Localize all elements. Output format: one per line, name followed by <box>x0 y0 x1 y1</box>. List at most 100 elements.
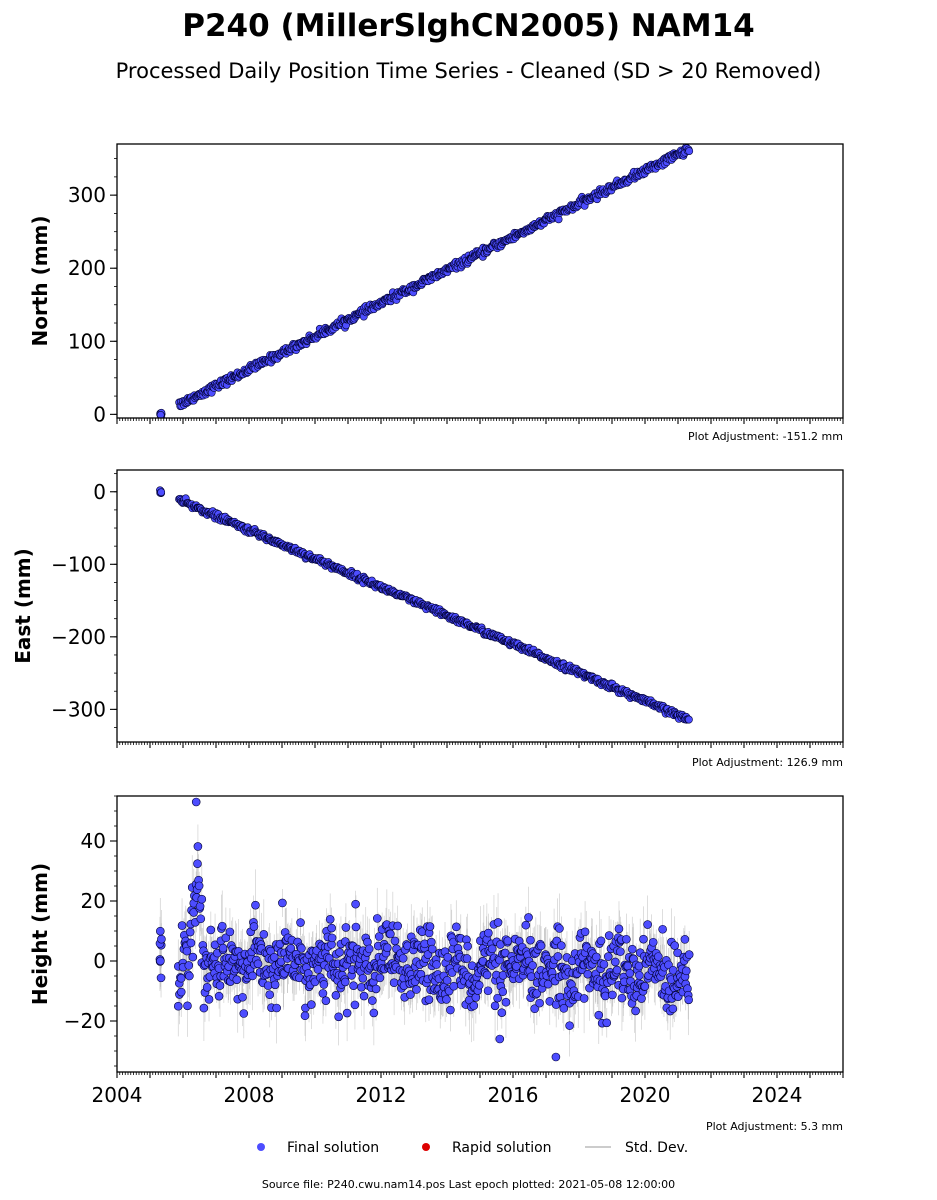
data-point <box>596 936 606 946</box>
legend-final-label: Final solution <box>287 1140 379 1156</box>
data-point <box>156 411 165 418</box>
axes-frame <box>116 469 844 743</box>
data-point <box>532 989 542 998</box>
y-tick-label: 40 <box>81 829 106 853</box>
data-point <box>259 930 269 939</box>
data-point <box>493 918 503 927</box>
data-point <box>603 952 613 961</box>
plot-area-1 <box>156 144 694 418</box>
outlier-point <box>495 1034 505 1044</box>
y-tick-label: 0 <box>93 480 106 504</box>
outlier-point <box>551 1052 561 1062</box>
plot-adjustment: Plot Adjustment: -151.2 mm <box>688 430 843 443</box>
data-point <box>442 995 451 1004</box>
data-point <box>389 978 399 988</box>
data-point <box>321 996 331 1005</box>
data-point <box>318 989 328 998</box>
y-tick-label: 0 <box>93 402 106 426</box>
data-point <box>369 1008 379 1018</box>
data-point <box>680 935 690 944</box>
data-point <box>196 914 206 924</box>
data-point <box>602 1018 612 1028</box>
y-tick-label: 20 <box>81 889 106 913</box>
data-point <box>635 971 644 980</box>
data-point <box>681 966 691 976</box>
y-tick-label: 100 <box>68 329 106 353</box>
panel-2: 0 −100 −200 −300 East (mm) Plot Adjustment: 1… <box>11 469 844 769</box>
data-point <box>199 1003 209 1013</box>
data-point <box>206 925 216 935</box>
data-point <box>390 936 400 946</box>
y-tick-label: −300 <box>51 697 106 721</box>
data-point <box>604 931 614 940</box>
data-point <box>238 992 247 1002</box>
data-point <box>601 991 610 1001</box>
data-point <box>406 990 415 999</box>
data-point <box>186 938 196 948</box>
data-point <box>197 894 207 904</box>
data-point <box>251 900 260 910</box>
x-tick-label: 2024 <box>752 1083 803 1107</box>
data-point <box>358 973 368 983</box>
data-point <box>484 928 493 938</box>
data-point <box>340 977 350 987</box>
y-axis-label: North (mm) <box>28 215 52 346</box>
data-point <box>617 993 627 1003</box>
x-tick-label: 2008 <box>224 1083 275 1107</box>
plot-adjustment: Plot Adjustment: 5.3 mm <box>706 1120 843 1133</box>
data-point <box>297 944 306 953</box>
data-point <box>427 944 437 954</box>
plot-area-3 <box>155 797 694 1062</box>
data-point <box>432 960 441 969</box>
data-point <box>371 984 381 994</box>
data-point <box>536 941 546 951</box>
data-point <box>176 987 186 997</box>
data-point <box>351 899 360 909</box>
data-point <box>182 946 192 956</box>
data-point <box>239 1009 249 1018</box>
data-point <box>565 1021 574 1030</box>
x-tick-label: 2004 <box>92 1083 143 1107</box>
data-point <box>579 994 589 1003</box>
legend-rapid-marker <box>422 1143 430 1151</box>
data-point <box>232 975 242 984</box>
data-point <box>350 1000 360 1010</box>
data-point <box>331 991 341 1000</box>
data-point <box>193 859 202 868</box>
data-point <box>627 944 637 954</box>
data-point <box>684 995 693 1005</box>
data-point <box>341 923 351 932</box>
data-point <box>469 1001 479 1010</box>
data-point <box>599 959 609 969</box>
data-point <box>157 934 166 944</box>
data-point <box>248 971 257 981</box>
data-point <box>334 1012 343 1022</box>
data-point <box>639 934 648 944</box>
y-tick-label: 300 <box>68 183 106 207</box>
data-point <box>493 993 502 1003</box>
data-point <box>673 948 682 958</box>
data-point <box>300 1011 310 1021</box>
data-point <box>364 944 374 954</box>
data-point <box>521 920 531 930</box>
data-point <box>368 996 377 1005</box>
data-point <box>296 918 305 927</box>
data-point <box>685 715 693 724</box>
data-point <box>177 921 187 930</box>
data-point <box>501 997 511 1007</box>
x-tick-label: 2020 <box>620 1083 671 1107</box>
data-point <box>462 954 472 963</box>
data-point <box>349 981 358 990</box>
data-point <box>442 976 452 985</box>
data-point <box>425 922 435 931</box>
data-point <box>185 971 194 981</box>
data-point <box>270 980 280 990</box>
data-point <box>269 952 279 962</box>
data-point <box>668 965 678 975</box>
data-point <box>648 937 658 947</box>
data-point <box>555 924 564 933</box>
data-point <box>184 961 194 970</box>
data-point <box>684 950 694 959</box>
data-point <box>265 990 275 1000</box>
data-point <box>188 952 198 962</box>
